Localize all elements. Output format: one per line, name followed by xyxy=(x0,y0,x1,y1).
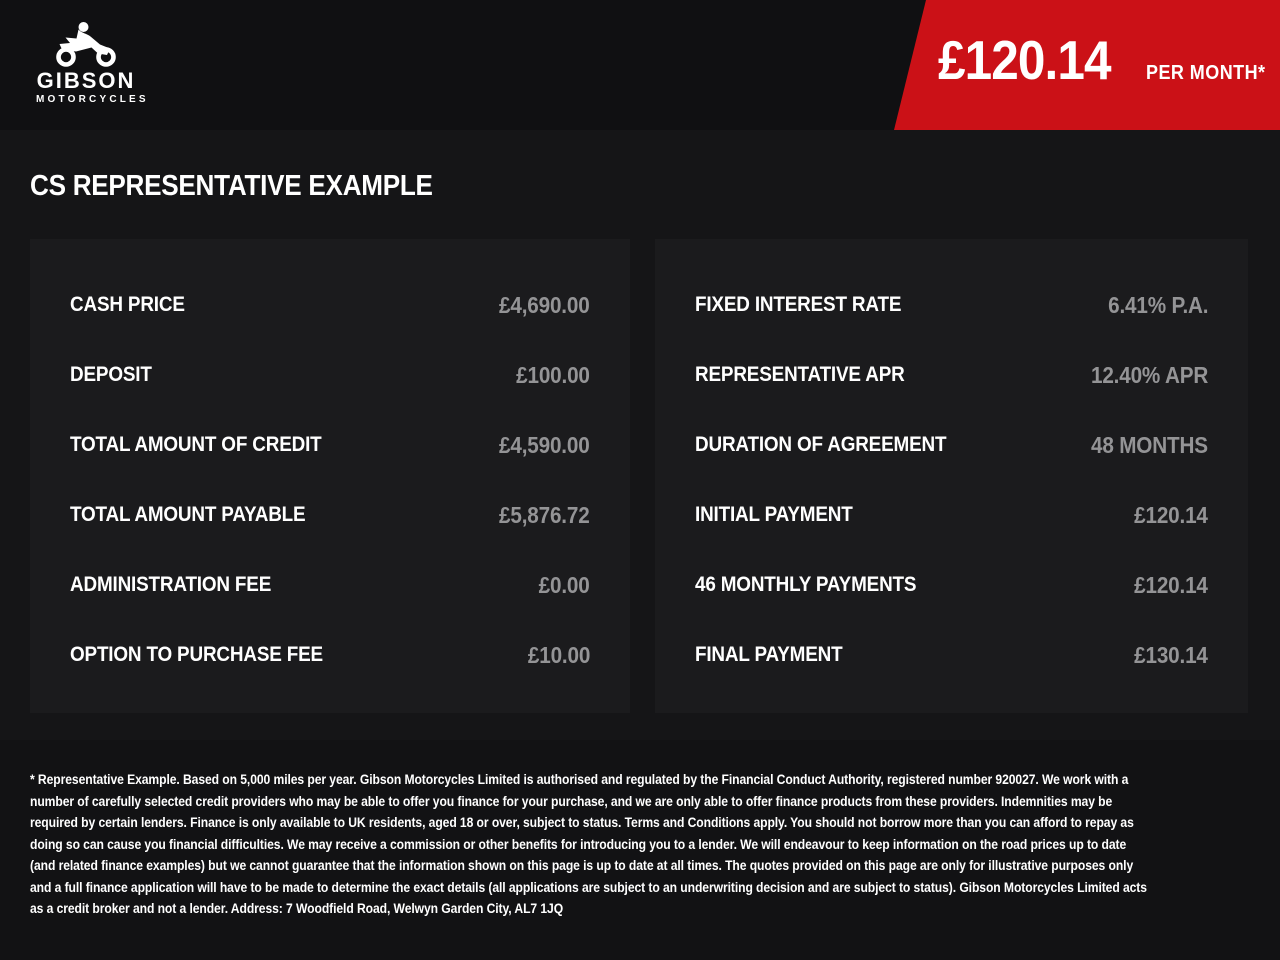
monthly-price: £120.14 xyxy=(938,29,1112,91)
finance-label: OPTION TO PURCHASE FEE xyxy=(70,643,323,666)
finance-value: 6.41% P.A. xyxy=(1107,291,1208,318)
finance-label: DEPOSIT xyxy=(70,363,152,386)
finance-row: REPRESENTATIVE APR 12.40% APR xyxy=(695,340,1208,410)
disclaimer-footer: * Representative Example. Based on 5,000… xyxy=(0,740,1280,960)
finance-row: OPTION TO PURCHASE FEE £10.00 xyxy=(70,620,590,690)
finance-row: DURATION OF AGREEMENT 48 MONTHS xyxy=(695,410,1208,480)
finance-value: £10.00 xyxy=(527,641,590,668)
finance-row: TOTAL AMOUNT OF CREDIT £4,590.00 xyxy=(70,410,590,480)
finance-value: £4,590.00 xyxy=(499,431,591,458)
finance-value: £0.00 xyxy=(539,571,590,598)
finance-label: ADMINISTRATION FEE xyxy=(70,573,272,596)
finance-row: TOTAL AMOUNT PAYABLE £5,876.72 xyxy=(70,480,590,550)
finance-row: INITIAL PAYMENT £120.14 xyxy=(695,480,1208,550)
finance-panels: CASH PRICE £4,690.00 DEPOSIT £100.00 TOT… xyxy=(30,239,1248,713)
finance-panel-right: FIXED INTEREST RATE 6.41% P.A. REPRESENT… xyxy=(655,239,1248,713)
finance-label: FIXED INTEREST RATE xyxy=(695,293,902,316)
finance-label: INITIAL PAYMENT xyxy=(695,503,853,526)
finance-value: £120.14 xyxy=(1134,571,1208,598)
finance-panel-left: CASH PRICE £4,690.00 DEPOSIT £100.00 TOT… xyxy=(30,239,630,713)
finance-label: TOTAL AMOUNT PAYABLE xyxy=(70,503,306,526)
finance-value: £100.00 xyxy=(516,361,590,388)
finance-row: FIXED INTEREST RATE 6.41% P.A. xyxy=(695,270,1208,340)
brand-tagline: MOTORCYCLES xyxy=(36,94,149,106)
finance-row: DEPOSIT £100.00 xyxy=(70,340,590,410)
disclaimer-text: * Representative Example. Based on 5,000… xyxy=(30,772,1147,916)
motorcycle-icon xyxy=(36,20,136,67)
finance-row: FINAL PAYMENT £130.14 xyxy=(695,620,1208,690)
finance-value: £130.14 xyxy=(1134,641,1208,668)
page-title: CS REPRESENTATIVE EXAMPLE xyxy=(30,170,433,202)
finance-label: FINAL PAYMENT xyxy=(695,643,843,666)
finance-value: £5,876.72 xyxy=(499,501,591,528)
price-banner: £120.14 PER MONTH* xyxy=(894,0,1280,130)
finance-value: £120.14 xyxy=(1134,501,1208,528)
finance-row: CASH PRICE £4,690.00 xyxy=(70,270,590,340)
finance-label: DURATION OF AGREEMENT xyxy=(695,433,947,456)
finance-label: TOTAL AMOUNT OF CREDIT xyxy=(70,433,322,456)
finance-value: 48 MONTHS xyxy=(1091,431,1208,458)
price-period-label: PER MONTH* xyxy=(1145,62,1266,84)
finance-label: REPRESENTATIVE APR xyxy=(695,363,905,386)
brand-name: GIBSON xyxy=(36,68,136,93)
brand-logo: GIBSON MOTORCYCLES xyxy=(36,20,149,106)
finance-label: CASH PRICE xyxy=(70,293,185,316)
main-content: CS REPRESENTATIVE EXAMPLE CASH PRICE £4,… xyxy=(0,130,1280,713)
finance-row: 46 MONTHLY PAYMENTS £120.14 xyxy=(695,550,1208,620)
finance-label: 46 MONTHLY PAYMENTS xyxy=(695,573,917,596)
finance-row: ADMINISTRATION FEE £0.00 xyxy=(70,550,590,620)
page-header: GIBSON MOTORCYCLES £120.14 PER MONTH* xyxy=(0,0,1280,130)
finance-value: 12.40% APR xyxy=(1090,361,1208,388)
finance-value: £4,690.00 xyxy=(499,291,591,318)
